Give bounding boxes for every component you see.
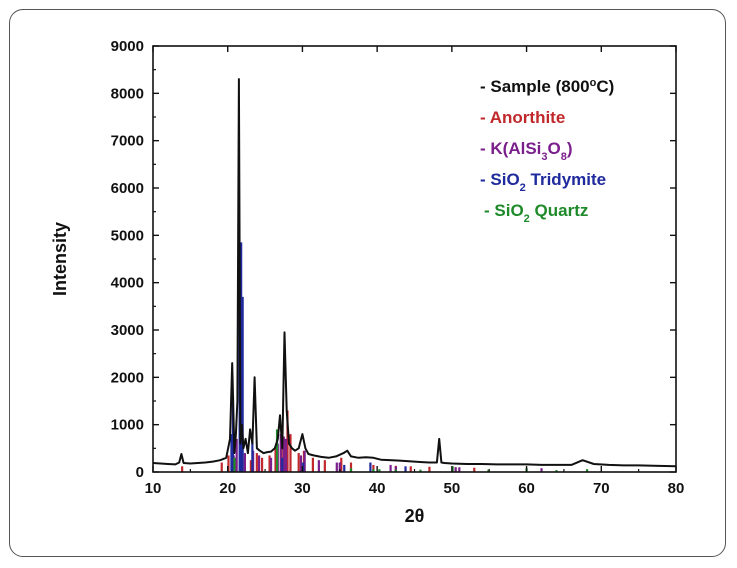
y-tick-label: 9000 (111, 38, 144, 55)
x-tick-label: 10 (145, 480, 162, 497)
y-tick-label: 4000 (111, 275, 144, 292)
x-tick-label: 60 (518, 480, 535, 497)
legend-entry: - SiO2 Tridymite (480, 170, 606, 194)
pattern-lines (152, 78, 677, 468)
y-tick-label: 2000 (111, 369, 144, 386)
legend-entry: - Anorthite (480, 108, 565, 127)
x-tick-label: 30 (294, 480, 311, 497)
legend-entry: - SiO2 Quartz (484, 201, 588, 225)
y-tick-label: 3000 (111, 322, 144, 339)
y-tick-label: 5000 (111, 227, 144, 244)
reference-peaks (181, 242, 589, 472)
y-tick-label: 0 (136, 464, 144, 481)
legend: - Sample (800oC) - Anorthite - K(AlSi3O8) -… (480, 77, 614, 225)
legend-entry: - Sample (800oC) (480, 77, 614, 96)
series-2 (232, 434, 543, 472)
x-axis: 10 20 30 40 50 60 70 80 (145, 46, 685, 497)
y-axis-title: Intensity (50, 222, 70, 296)
y-axis: 0 1000 2000 3000 4000 5000 6000 7000 8000 9000 (111, 38, 676, 481)
x-tick-label: 70 (593, 480, 610, 497)
y-tick-label: 7000 (111, 133, 144, 150)
y-tick-label: 6000 (111, 180, 144, 197)
series-3 (230, 242, 407, 472)
x-tick-label: 50 (444, 480, 461, 497)
y-tick-label: 1000 (111, 417, 144, 434)
series-0-line (152, 78, 677, 468)
x-axis-title: 2θ (405, 506, 425, 526)
x-tick-label: 20 (219, 480, 236, 497)
x-tick-label: 40 (369, 480, 386, 497)
x-tick-label: 80 (668, 480, 685, 497)
legend-entry: - K(AlSi3O8) (480, 139, 573, 163)
y-tick-label: 8000 (111, 85, 144, 102)
